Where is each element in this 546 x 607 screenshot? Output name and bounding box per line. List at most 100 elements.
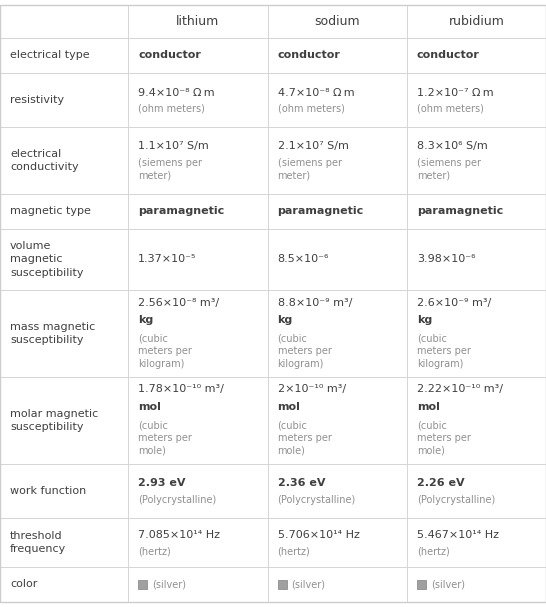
- Bar: [0, 127, 128, 194]
- Bar: [407, 518, 546, 567]
- Text: (silver): (silver): [431, 579, 465, 589]
- Text: conductor: conductor: [138, 50, 201, 60]
- Bar: [128, 518, 268, 567]
- Text: (cubic
meters per
mole): (cubic meters per mole): [138, 421, 192, 455]
- Text: (cubic
meters per
kilogram): (cubic meters per kilogram): [277, 334, 331, 368]
- Text: 5.467×10¹⁴ Hz: 5.467×10¹⁴ Hz: [417, 530, 498, 540]
- Bar: [128, 73, 268, 127]
- Bar: [128, 194, 268, 229]
- Text: (ohm meters): (ohm meters): [277, 104, 345, 114]
- Text: 4.7×10⁻⁸ Ω m: 4.7×10⁻⁸ Ω m: [277, 87, 354, 98]
- Text: (Polycrystalline): (Polycrystalline): [277, 495, 356, 504]
- Text: 2.56×10⁻⁸ m³/: 2.56×10⁻⁸ m³/: [138, 297, 219, 308]
- Text: 2×10⁻¹⁰ m³/: 2×10⁻¹⁰ m³/: [277, 384, 346, 395]
- Text: mass magnetic
susceptibility: mass magnetic susceptibility: [10, 322, 95, 345]
- Bar: [0, 5, 128, 38]
- Text: 8.8×10⁻⁹ m³/: 8.8×10⁻⁹ m³/: [277, 297, 352, 308]
- Bar: [0, 73, 128, 127]
- Bar: [268, 567, 407, 602]
- Text: 8.3×10⁶ S/m: 8.3×10⁶ S/m: [417, 141, 488, 151]
- Text: sodium: sodium: [314, 15, 360, 28]
- Bar: [128, 38, 268, 73]
- Text: 2.36 eV: 2.36 eV: [277, 478, 325, 489]
- Text: threshold
frequency: threshold frequency: [10, 531, 66, 554]
- Bar: [128, 377, 268, 464]
- Text: 2.22×10⁻¹⁰ m³/: 2.22×10⁻¹⁰ m³/: [417, 384, 503, 395]
- Text: conductor: conductor: [277, 50, 340, 60]
- Text: (silver): (silver): [152, 579, 186, 589]
- Text: (cubic
meters per
mole): (cubic meters per mole): [277, 421, 331, 455]
- Text: (cubic
meters per
kilogram): (cubic meters per kilogram): [417, 334, 471, 368]
- Bar: [407, 127, 546, 194]
- Bar: [268, 38, 407, 73]
- Text: (hertz): (hertz): [417, 546, 449, 556]
- Bar: [0, 377, 128, 464]
- Text: 1.37×10⁻⁵: 1.37×10⁻⁵: [138, 254, 197, 265]
- Text: conductor: conductor: [417, 50, 479, 60]
- Bar: [407, 377, 546, 464]
- Text: 2.6×10⁻⁹ m³/: 2.6×10⁻⁹ m³/: [417, 297, 491, 308]
- Bar: [268, 377, 407, 464]
- Text: paramagnetic: paramagnetic: [277, 206, 364, 216]
- Bar: [128, 127, 268, 194]
- Bar: [417, 580, 426, 589]
- Bar: [407, 290, 546, 377]
- Text: mol: mol: [277, 402, 300, 412]
- Text: (siemens per
meter): (siemens per meter): [277, 158, 342, 180]
- Text: molar magnetic
susceptibility: molar magnetic susceptibility: [10, 409, 98, 432]
- Bar: [0, 229, 128, 290]
- Text: 1.2×10⁻⁷ Ω m: 1.2×10⁻⁷ Ω m: [417, 87, 494, 98]
- Text: (hertz): (hertz): [277, 546, 310, 556]
- Bar: [0, 290, 128, 377]
- Bar: [128, 5, 268, 38]
- Text: volume
magnetic
susceptibility: volume magnetic susceptibility: [10, 241, 84, 277]
- Text: 1.1×10⁷ S/m: 1.1×10⁷ S/m: [138, 141, 209, 151]
- Text: rubidium: rubidium: [448, 15, 505, 28]
- Bar: [268, 73, 407, 127]
- Text: paramagnetic: paramagnetic: [138, 206, 224, 216]
- Bar: [0, 194, 128, 229]
- Text: kg: kg: [277, 316, 293, 325]
- Bar: [268, 5, 407, 38]
- Bar: [407, 73, 546, 127]
- Text: 9.4×10⁻⁸ Ω m: 9.4×10⁻⁸ Ω m: [138, 87, 215, 98]
- Text: mol: mol: [417, 402, 440, 412]
- Bar: [0, 567, 128, 602]
- Text: 8.5×10⁻⁶: 8.5×10⁻⁶: [277, 254, 329, 265]
- Text: lithium: lithium: [176, 15, 219, 28]
- Bar: [0, 464, 128, 518]
- Text: 7.085×10¹⁴ Hz: 7.085×10¹⁴ Hz: [138, 530, 220, 540]
- Bar: [128, 229, 268, 290]
- Text: (siemens per
meter): (siemens per meter): [138, 158, 203, 180]
- Bar: [407, 229, 546, 290]
- Bar: [407, 38, 546, 73]
- Text: electrical type: electrical type: [10, 50, 90, 60]
- Text: mol: mol: [138, 402, 161, 412]
- Bar: [407, 464, 546, 518]
- Bar: [128, 567, 268, 602]
- Bar: [268, 464, 407, 518]
- Bar: [128, 464, 268, 518]
- Text: (silver): (silver): [292, 579, 325, 589]
- Text: 2.93 eV: 2.93 eV: [138, 478, 186, 489]
- Bar: [0, 518, 128, 567]
- Text: 2.26 eV: 2.26 eV: [417, 478, 465, 489]
- Bar: [407, 567, 546, 602]
- Text: kg: kg: [417, 316, 432, 325]
- Bar: [268, 127, 407, 194]
- Bar: [407, 5, 546, 38]
- Text: 3.98×10⁻⁶: 3.98×10⁻⁶: [417, 254, 475, 265]
- Text: work function: work function: [10, 486, 86, 496]
- Text: (ohm meters): (ohm meters): [138, 104, 205, 114]
- Text: (cubic
meters per
mole): (cubic meters per mole): [417, 421, 471, 455]
- Text: electrical
conductivity: electrical conductivity: [10, 149, 79, 172]
- Text: kg: kg: [138, 316, 153, 325]
- Text: paramagnetic: paramagnetic: [417, 206, 503, 216]
- Text: (Polycrystalline): (Polycrystalline): [138, 495, 217, 504]
- Bar: [268, 290, 407, 377]
- Text: resistivity: resistivity: [10, 95, 64, 105]
- Bar: [268, 518, 407, 567]
- Bar: [277, 580, 287, 589]
- Text: (siemens per
meter): (siemens per meter): [417, 158, 481, 180]
- Text: (hertz): (hertz): [138, 546, 171, 556]
